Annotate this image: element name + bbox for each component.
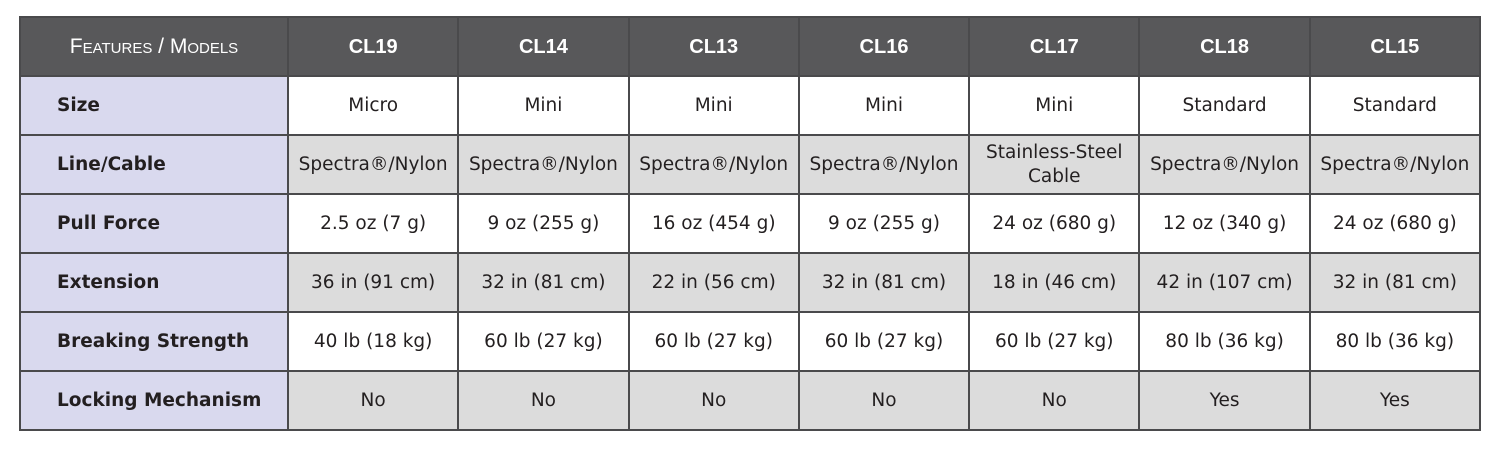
table-cell: 24 oz (680 g) [968,193,1141,254]
table-cell: Yes [1308,370,1482,431]
table-cell: Spectra®/Nylon [1308,134,1482,195]
table-cell: Mini [797,75,971,136]
row-label: Extension [19,252,289,313]
table-row: Line/Cable Spectra®/Nylon Spectra®/Nylon Sp… [19,134,1482,195]
table-cell: 9 oz (255 g) [457,193,630,254]
table-cell: No [968,370,1141,431]
table-cell: Spectra®/Nylon [1138,134,1311,195]
table-cell: 12 oz (340 g) [1138,193,1311,254]
table-cell: 60 lb (27 kg) [968,311,1141,372]
table-cell: Spectra®/Nylon [627,134,800,195]
table-cell: 32 in (81 cm) [797,252,971,313]
model-header-cl18: CL18 [1138,16,1311,77]
table-cell: 60 lb (27 kg) [797,311,971,372]
table-cell: 32 in (81 cm) [457,252,630,313]
table-cell: Stainless-Steel Cable [968,134,1141,195]
table-cell: Mini [968,75,1141,136]
model-header-cl16: CL16 [797,16,971,77]
table-cell: No [797,370,971,431]
table-cell: 24 oz (680 g) [1308,193,1482,254]
table-cell: No [457,370,630,431]
table-cell: Mini [457,75,630,136]
table-cell: Standard [1138,75,1311,136]
table-cell: 36 in (91 cm) [286,252,460,313]
table-cell: 2.5 oz (7 g) [286,193,460,254]
table-cell: 16 oz (454 g) [627,193,800,254]
table-row: Breaking Strength 40 lb (18 kg) 60 lb (27 … [19,311,1482,372]
feature-comparison-table: Features / Models CL19 CL14 CL13 CL16 CL17 CL… [19,16,1482,431]
row-label: Locking Mechanism [19,370,289,431]
table-cell: 42 in (107 cm) [1138,252,1311,313]
table-cell: No [627,370,800,431]
table-cell: 32 in (81 cm) [1308,252,1482,313]
table-cell: Micro [286,75,460,136]
table-cell: Spectra®/Nylon [797,134,971,195]
table-cell: 80 lb (36 kg) [1308,311,1482,372]
table-cell: Mini [627,75,800,136]
table-cell: 9 oz (255 g) [797,193,971,254]
table-cell: No [286,370,460,431]
table-row: Pull Force 2.5 oz (7 g) 9 oz (255 g) 16 oz … [19,193,1482,254]
model-header-cl14: CL14 [457,16,630,77]
model-header-cl13: CL13 [627,16,800,77]
row-label: Size [19,75,289,136]
row-label: Line/Cable [19,134,289,195]
features-models-header: Features / Models [19,16,289,77]
table-cell: 60 lb (27 kg) [627,311,800,372]
table-row: Locking Mechanism No No No No No Yes Yes [19,370,1482,431]
model-header-cl19: CL19 [286,16,460,77]
table-cell: Yes [1138,370,1311,431]
table-cell: 18 in (46 cm) [968,252,1141,313]
table-cell: 60 lb (27 kg) [457,311,630,372]
table-cell: 22 in (56 cm) [627,252,800,313]
model-header-cl17: CL17 [968,16,1141,77]
table-row: Size Micro Mini Mini Mini Mini Standard Standar… [19,75,1482,136]
row-label: Breaking Strength [19,311,289,372]
row-label: Pull Force [19,193,289,254]
table-cell: Standard [1308,75,1482,136]
header-row: Features / Models CL19 CL14 CL13 CL16 CL17 CL… [19,16,1482,77]
table-row: Extension 36 in (91 cm) 32 in (81 cm) 22 in… [19,252,1482,313]
table-cell: 80 lb (36 kg) [1138,311,1311,372]
table-cell: 40 lb (18 kg) [286,311,460,372]
table-cell: Spectra®/Nylon [286,134,460,195]
model-header-cl15: CL15 [1308,16,1482,77]
table-cell: Spectra®/Nylon [457,134,630,195]
